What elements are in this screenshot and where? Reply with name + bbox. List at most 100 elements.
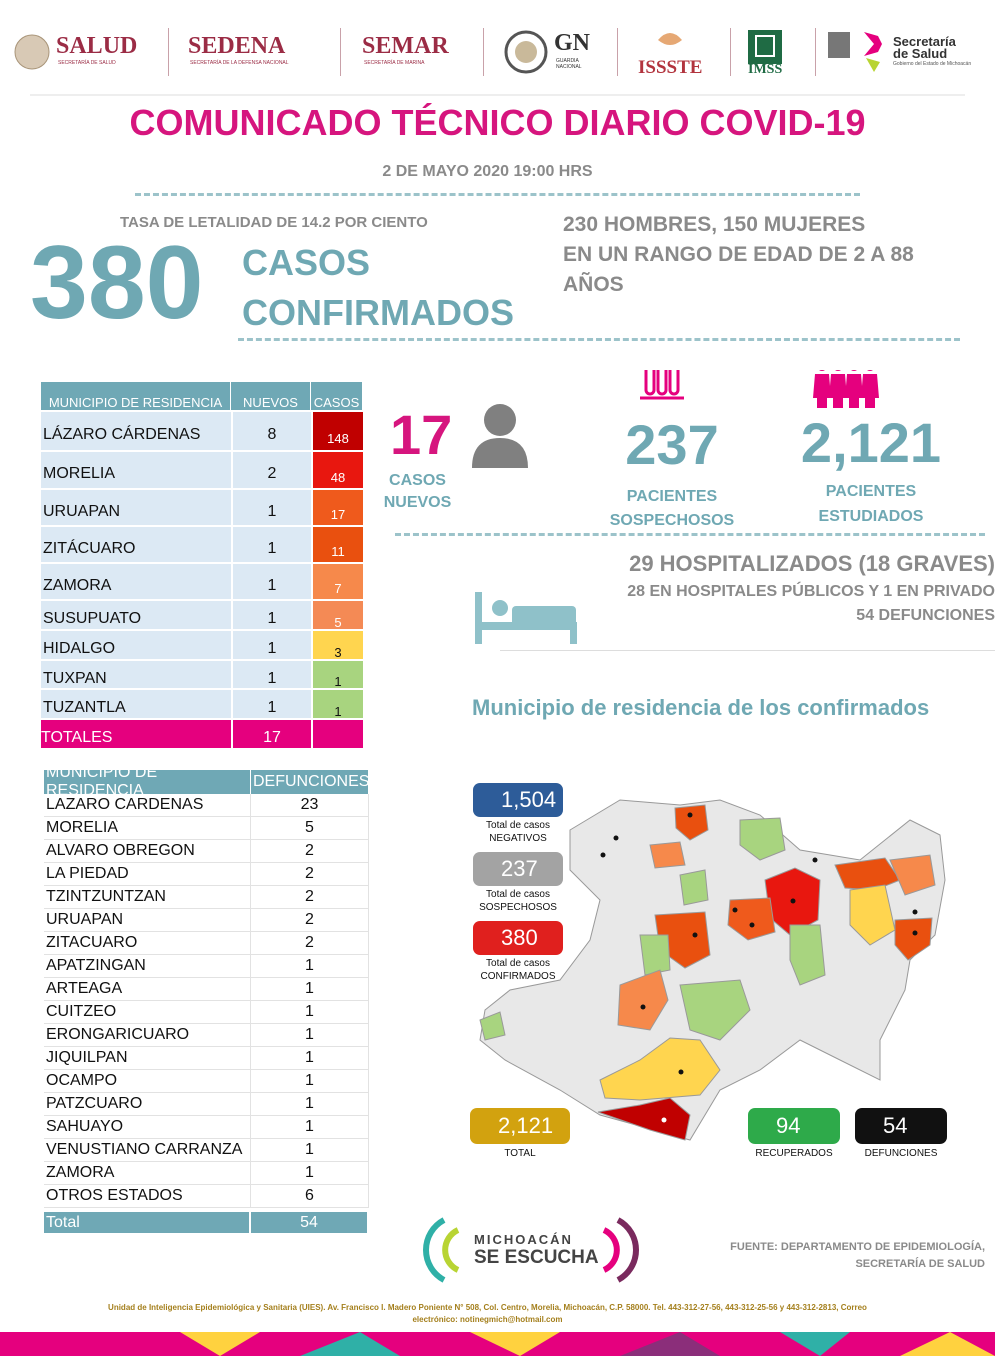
casos: 3 — [311, 631, 363, 661]
municipio: TUZANTLA — [41, 690, 231, 720]
casos: 17 — [311, 490, 363, 527]
map-title: Municipio de residencia de los confirmad… — [472, 695, 930, 720]
nuevos: 1 — [231, 527, 311, 564]
separator — [815, 28, 816, 76]
separator — [730, 28, 731, 76]
nuevos: 1 — [231, 564, 311, 601]
header-cell: MUNICIPIO DE RESIDENCIA — [41, 382, 231, 410]
defunciones: 1 — [251, 1070, 369, 1093]
municipio: PATZCUARO — [44, 1093, 251, 1116]
total-label: Total — [44, 1212, 251, 1233]
demographics: AÑOS — [563, 273, 624, 296]
defunciones: 2 — [251, 840, 369, 863]
logo-art — [14, 30, 965, 96]
legend-caption: SOSPECHOSOS — [479, 902, 557, 913]
defunciones: 1 — [251, 1116, 369, 1139]
legend-caption: CONFIRMADOS — [480, 971, 556, 982]
municipio: LA PIEDAD — [44, 863, 251, 886]
municipio: MORELIA — [44, 817, 251, 840]
divider — [395, 533, 985, 536]
studied-label: PACIENTES — [825, 483, 917, 500]
defunciones: 1 — [251, 1047, 369, 1070]
defunciones: 1 — [251, 1093, 369, 1116]
total-box: 54 — [855, 1108, 947, 1144]
new-cases-label: NUEVOS — [383, 494, 452, 511]
casos: 1 — [311, 690, 363, 720]
total-caption: DEFUNCIONES — [864, 1148, 938, 1159]
municipio: ZAMORA — [44, 1162, 251, 1185]
demographics: EN UN RANGO DE EDAD DE 2 A 88 — [563, 243, 914, 266]
source: SECRETARÍA DE SALUD — [855, 1258, 985, 1270]
municipio: URUAPAN — [44, 909, 251, 932]
municipio: ZAMORA — [41, 564, 231, 601]
municipio: CUITZEO — [44, 1001, 251, 1024]
logo-subtitle: Gobierno del Estado de Michoacán — [893, 61, 972, 67]
separator — [617, 28, 618, 76]
studied-label: ESTUDIADOS — [818, 508, 924, 525]
demographics: 230 HOMBRES, 150 MUJERES — [563, 213, 866, 236]
nuevos: 1 — [231, 631, 311, 661]
municipio: ZITACUARO — [44, 932, 251, 955]
defunciones: 1 — [251, 1001, 369, 1024]
municipio: TZINTZUNTZAN — [44, 886, 251, 909]
nuevos: 2 — [231, 452, 311, 490]
defunciones: 5 — [251, 817, 369, 840]
defunciones: 2 — [251, 909, 369, 932]
logo-subtitle: SECRETARÍA DE LA DEFENSA NACIONAL — [190, 60, 289, 66]
slogan: MICHOACÁN — [474, 1232, 573, 1247]
nuevos: 1 — [231, 690, 311, 720]
header-cell: NUEVOS — [231, 382, 311, 410]
logo-subtitle: GUARDIA NACIONAL — [556, 58, 582, 70]
hospital-line: 54 DEFUNCIONES — [856, 607, 995, 624]
title: COMUNICADO TÉCNICO DIARIO COVID-19 — [129, 102, 866, 143]
municipio: URUAPAN — [41, 490, 231, 527]
defunciones: 1 — [251, 955, 369, 978]
defunciones: 23 — [251, 794, 369, 817]
defunciones: 1 — [251, 1024, 369, 1047]
total-box: 94 — [748, 1108, 840, 1144]
legend-caption: Total de casos — [486, 889, 550, 900]
municipio: ZITÁCUARO — [41, 527, 231, 564]
legend-caption: Total de casos — [486, 958, 550, 969]
slogan-logo — [423, 1217, 639, 1283]
slogan: SE ESCUCHA — [474, 1247, 599, 1268]
defunciones: 2 — [251, 863, 369, 886]
nuevos: 1 — [231, 661, 311, 690]
nuevos: 8 — [231, 412, 311, 452]
municipio: TUXPAN — [41, 661, 231, 690]
municipio: ARTEAGA — [44, 978, 251, 1001]
total-caption: RECUPERADOS — [755, 1148, 833, 1159]
separator — [483, 28, 484, 76]
municipio: APATZINGAN — [44, 955, 251, 978]
logo-subtitle: SECRETARÍA DE SALUD — [58, 60, 116, 66]
defunciones: 1 — [251, 1162, 369, 1185]
casos: 1 — [311, 661, 363, 690]
header-cell: DEFUNCIONES — [251, 770, 369, 794]
separator — [168, 28, 169, 76]
logo-name: GN — [554, 30, 590, 56]
municipio: OCAMPO — [44, 1070, 251, 1093]
logo-name: SALUD — [56, 33, 138, 59]
municipio: LAZARO CARDENAS — [44, 794, 251, 817]
municipio: SUSUPUATO — [41, 601, 231, 631]
logo-subtitle: SECRETARÍA DE MARINA — [364, 60, 425, 66]
suspects-label: SOSPECHOSOS — [609, 512, 735, 529]
divider — [500, 650, 995, 651]
casos: 7 — [311, 564, 363, 601]
municipio: LÁZARO CÁRDENAS — [41, 412, 231, 452]
legend-box: 237 — [473, 852, 563, 886]
defunciones: 2 — [251, 886, 369, 909]
hospital-line: 28 EN HOSPITALES PÚBLICOS Y 1 EN PRIVADO — [627, 583, 995, 600]
municipio: OTROS ESTADOS — [44, 1185, 251, 1208]
casos: 5 — [311, 601, 363, 631]
nuevos: 1 — [231, 601, 311, 631]
logo-name: SEDENA — [188, 33, 286, 59]
legend-box: 1,504 — [473, 783, 563, 817]
total-value: 54 — [251, 1212, 369, 1233]
suspects-label: PACIENTES — [626, 488, 718, 505]
hospital-line: 29 HOSPITALIZADOS (18 GRAVES) — [629, 551, 995, 576]
casos: 148 — [311, 412, 363, 452]
logo-name: IMSS — [748, 62, 783, 77]
casos: 11 — [311, 527, 363, 564]
